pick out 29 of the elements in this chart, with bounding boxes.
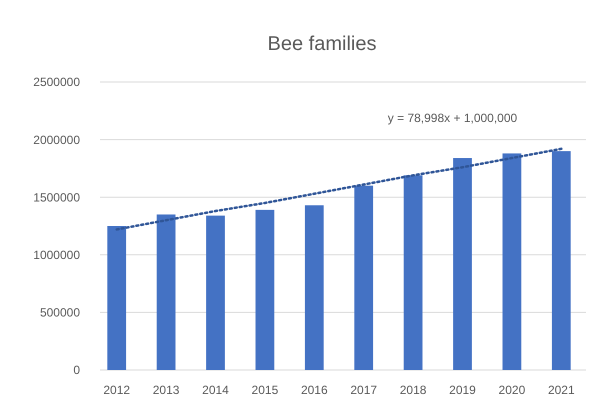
x-tick-label: 2021 <box>548 383 575 397</box>
x-tick-label: 2012 <box>103 383 130 397</box>
bar <box>107 226 126 370</box>
bar <box>502 153 522 370</box>
x-tick-label: 2019 <box>449 383 476 397</box>
x-tick-label: 2020 <box>498 383 526 397</box>
annotation: y = 78,998x + 1,000,000 <box>388 111 518 125</box>
y-tick-label: 500000 <box>40 306 80 320</box>
bar <box>304 205 324 370</box>
y-tick-label: 2000000 <box>33 132 80 147</box>
x-tick-label: 2018 <box>400 383 427 397</box>
bar <box>404 175 422 370</box>
bar <box>552 151 571 370</box>
x-tick-label: 2017 <box>350 383 378 397</box>
bar <box>256 210 274 370</box>
chart-title: Bee families <box>268 33 376 55</box>
x-tick-label: 2014 <box>202 383 230 397</box>
bar <box>206 216 225 370</box>
y-tick-label: 1000000 <box>33 248 80 262</box>
line-series <box>115 148 563 231</box>
y-tick-label: 0 <box>73 363 80 378</box>
x-tick-label: 2016 <box>300 383 328 397</box>
bar <box>453 158 472 370</box>
bar <box>354 186 374 370</box>
x-tick-label: 2013 <box>152 383 180 397</box>
bar <box>156 214 176 370</box>
y-tick-label: 1500000 <box>33 190 80 204</box>
x-tick-label: 2015 <box>252 383 279 397</box>
y-tick-label: 2500000 <box>33 75 80 90</box>
